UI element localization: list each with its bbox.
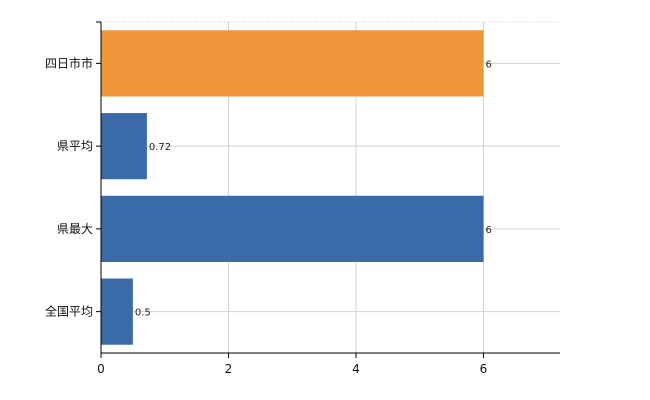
bar <box>101 195 484 262</box>
bar <box>101 278 133 345</box>
bar <box>101 113 147 180</box>
y-category-label: 全国平均 <box>45 304 93 319</box>
x-tick-label: 6 <box>480 362 488 376</box>
labels: 0 2 4 6 四日市市 6 県平均 0.72 県最大 6 全国平均 0.5 <box>45 55 492 376</box>
x-tick-label: 0 <box>97 362 105 376</box>
y-category-label: 四日市市 <box>45 55 93 70</box>
bar-value-label: 0.5 <box>135 308 151 319</box>
bar <box>101 30 484 97</box>
x-tick-label: 4 <box>352 362 360 376</box>
y-category-label: 県平均 <box>57 139 93 153</box>
bar-value-label: 0.72 <box>149 142 171 153</box>
x-tick-label: 2 <box>225 362 233 376</box>
bar-value-label: 6 <box>486 59 492 70</box>
bar-value-label: 6 <box>486 225 492 236</box>
bars <box>101 30 484 345</box>
y-category-label: 県最大 <box>57 222 93 236</box>
axes <box>96 21 560 358</box>
